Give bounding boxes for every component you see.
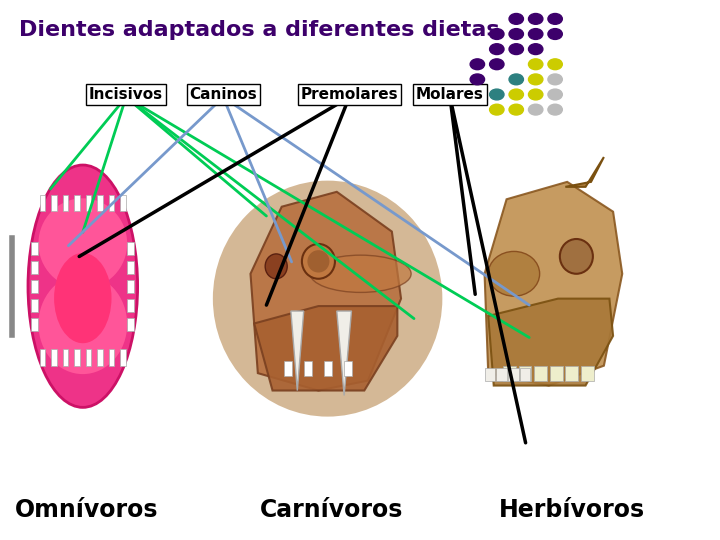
Circle shape xyxy=(509,89,523,100)
Circle shape xyxy=(509,74,523,85)
Text: Dientes adaptados a diferentes dietas: Dientes adaptados a diferentes dietas xyxy=(19,19,500,40)
Bar xyxy=(109,195,114,211)
Ellipse shape xyxy=(38,198,127,288)
Circle shape xyxy=(509,14,523,24)
Circle shape xyxy=(548,29,562,39)
Text: Molares: Molares xyxy=(416,87,484,102)
Circle shape xyxy=(548,59,562,70)
Ellipse shape xyxy=(28,165,138,407)
Circle shape xyxy=(509,29,523,39)
Circle shape xyxy=(548,14,562,24)
Bar xyxy=(109,349,114,366)
Polygon shape xyxy=(485,182,622,386)
Bar xyxy=(32,261,38,274)
Bar xyxy=(565,366,578,381)
Bar xyxy=(40,195,45,211)
Bar xyxy=(497,368,507,381)
Circle shape xyxy=(490,59,504,70)
Bar xyxy=(550,366,562,381)
Bar xyxy=(32,242,38,255)
Text: Caninos: Caninos xyxy=(189,87,257,102)
Polygon shape xyxy=(291,311,304,390)
Circle shape xyxy=(470,59,485,70)
Circle shape xyxy=(509,104,523,115)
Bar xyxy=(51,195,57,211)
Ellipse shape xyxy=(38,274,127,374)
Bar xyxy=(304,361,312,376)
Polygon shape xyxy=(488,299,613,386)
Circle shape xyxy=(548,89,562,100)
Text: Carnívoros: Carnívoros xyxy=(259,498,403,522)
Ellipse shape xyxy=(560,239,593,274)
Bar xyxy=(503,366,516,381)
Circle shape xyxy=(548,104,562,115)
Bar xyxy=(284,361,292,376)
Bar xyxy=(120,195,126,211)
Circle shape xyxy=(490,89,504,100)
Polygon shape xyxy=(337,311,351,395)
Text: Incisivos: Incisivos xyxy=(89,87,163,102)
Circle shape xyxy=(528,104,543,115)
Bar xyxy=(127,280,134,293)
Bar xyxy=(74,195,80,211)
Bar xyxy=(51,349,57,366)
Bar xyxy=(32,318,38,330)
Bar xyxy=(97,349,103,366)
Circle shape xyxy=(528,29,543,39)
Circle shape xyxy=(470,74,485,85)
Circle shape xyxy=(528,59,543,70)
Bar xyxy=(63,349,68,366)
Ellipse shape xyxy=(213,180,442,417)
Circle shape xyxy=(509,44,523,55)
Circle shape xyxy=(528,74,543,85)
Polygon shape xyxy=(251,192,401,390)
Bar xyxy=(508,368,518,381)
Bar xyxy=(534,366,547,381)
Ellipse shape xyxy=(265,254,287,279)
Circle shape xyxy=(528,44,543,55)
Circle shape xyxy=(548,74,562,85)
Bar xyxy=(485,368,495,381)
Circle shape xyxy=(490,104,504,115)
Ellipse shape xyxy=(488,252,540,296)
Bar xyxy=(86,195,91,211)
Ellipse shape xyxy=(54,253,112,343)
Circle shape xyxy=(490,44,504,55)
Ellipse shape xyxy=(302,244,335,279)
Bar xyxy=(63,195,68,211)
Polygon shape xyxy=(565,157,604,187)
Bar xyxy=(521,368,531,381)
Bar xyxy=(518,366,531,381)
Bar xyxy=(127,242,134,255)
Bar xyxy=(324,361,332,376)
Circle shape xyxy=(490,29,504,39)
Circle shape xyxy=(528,89,543,100)
Ellipse shape xyxy=(310,255,411,293)
Bar xyxy=(127,261,134,274)
Text: Omnívoros: Omnívoros xyxy=(14,498,158,522)
Text: Herbívoros: Herbívoros xyxy=(500,498,645,522)
Text: Premolares: Premolares xyxy=(300,87,398,102)
Bar xyxy=(97,195,103,211)
Polygon shape xyxy=(254,306,397,390)
Bar xyxy=(344,361,352,376)
Bar xyxy=(40,349,45,366)
Bar xyxy=(581,366,594,381)
Bar xyxy=(86,349,91,366)
Ellipse shape xyxy=(307,250,330,273)
Bar xyxy=(32,280,38,293)
Bar xyxy=(32,299,38,312)
Bar xyxy=(127,299,134,312)
Bar xyxy=(74,349,80,366)
Bar xyxy=(127,318,134,330)
Bar xyxy=(120,349,126,366)
Circle shape xyxy=(528,14,543,24)
